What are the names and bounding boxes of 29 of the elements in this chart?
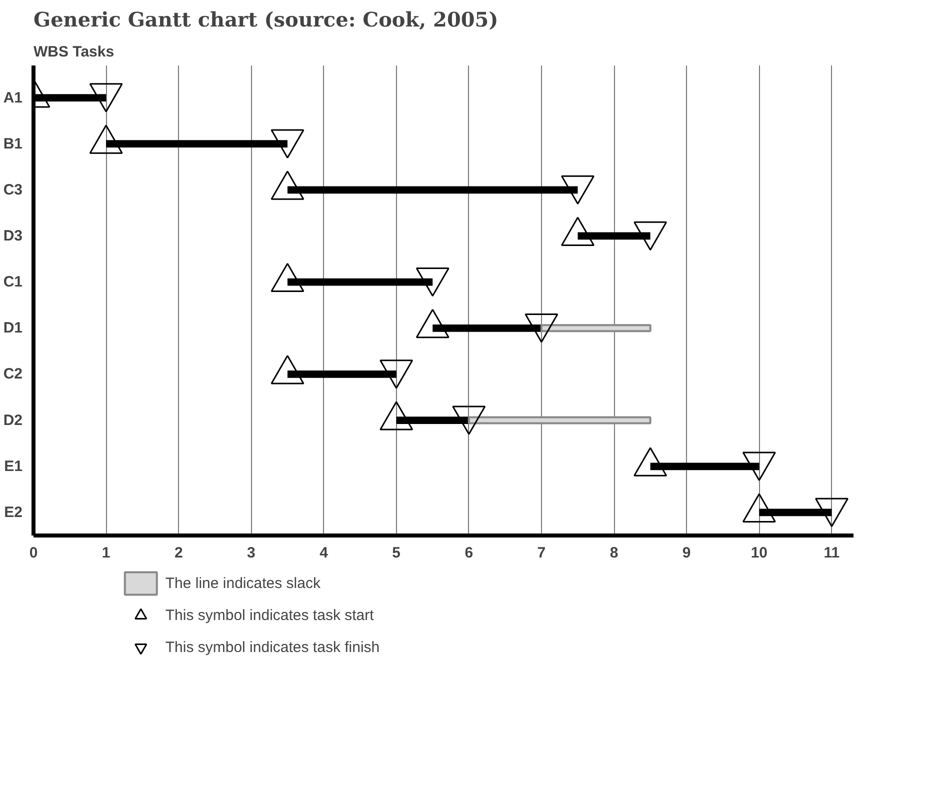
legend-label: This symbol indicates task finish	[165, 638, 380, 656]
y-tick-label: D2	[3, 412, 23, 429]
x-tick-label: 8	[610, 544, 618, 562]
x-tick-label: 9	[682, 544, 691, 562]
x-tick-label: 11	[824, 544, 840, 562]
y-tick-label: A1	[3, 89, 23, 106]
x-tick-label: 7	[537, 544, 546, 562]
y-tick-label: C2	[3, 366, 23, 383]
x-tick-label: 4	[320, 544, 329, 562]
y-tick-label: C1	[3, 274, 23, 291]
x-tick-label: 10	[750, 544, 768, 562]
y-tick-label: D1	[3, 320, 23, 337]
x-tick-label: 1	[102, 544, 110, 562]
legend-label: This symbol indicates task start	[165, 606, 374, 624]
legend-label: The line indicates slack	[165, 574, 320, 592]
y-tick-label: B1	[3, 135, 23, 152]
bar	[540, 324, 652, 332]
y-tick-label: E2	[4, 504, 23, 521]
y-axis-title: WBS Tasks	[34, 44, 114, 60]
x-tick-label: 5	[392, 544, 401, 562]
chart-title: Generic Gantt chart (source: Cook, 2005)	[34, 8, 498, 32]
x-tick-label: 2	[174, 544, 183, 562]
y-tick-label: D3	[3, 227, 23, 244]
bar	[468, 416, 652, 424]
x-tick-label: 0	[29, 544, 38, 562]
y-tick-label: C3	[3, 181, 23, 198]
y-tick-label: E1	[4, 458, 23, 475]
x-tick-label: 3	[247, 544, 256, 562]
x-tick-label: 6	[464, 544, 474, 562]
